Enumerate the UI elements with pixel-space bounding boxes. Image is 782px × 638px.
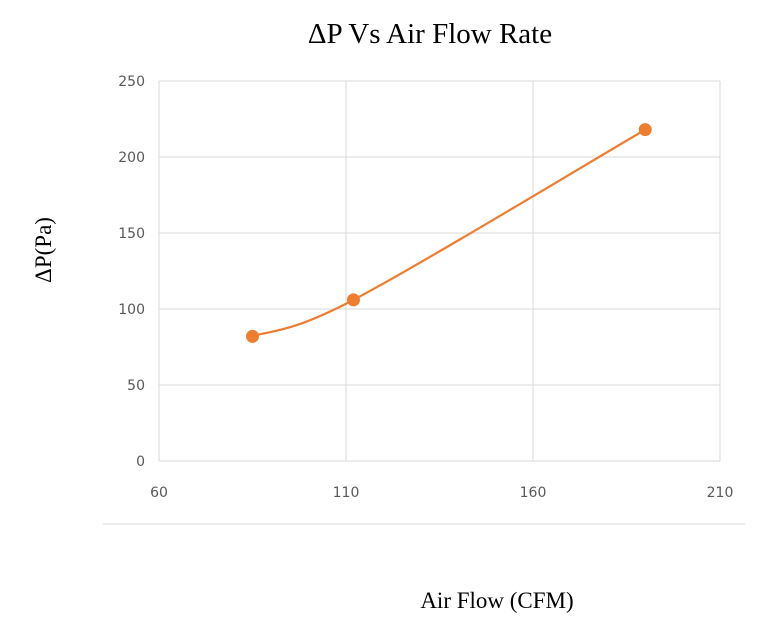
series-line — [252, 128, 646, 338]
y-tick-label: 100 — [118, 302, 145, 318]
data-point — [246, 329, 259, 343]
y-tick-label: 250 — [118, 74, 145, 90]
x-tick-label: 110 — [333, 485, 360, 501]
y-tick-label: 50 — [127, 378, 145, 394]
data-point — [638, 123, 652, 137]
data-point — [346, 293, 360, 307]
x-axis-label: Air Flow (CFM) — [420, 588, 574, 613]
x-tick-label: 60 — [150, 485, 168, 501]
x-tick-label: 210 — [707, 485, 734, 501]
chart-title: ΔP Vs Air Flow Rate — [307, 18, 553, 50]
y-tick-label: 200 — [118, 150, 145, 166]
x-tick-label: 160 — [520, 485, 547, 501]
y-tick-label: 150 — [118, 226, 145, 242]
y-tick-label: 0 — [136, 454, 145, 470]
